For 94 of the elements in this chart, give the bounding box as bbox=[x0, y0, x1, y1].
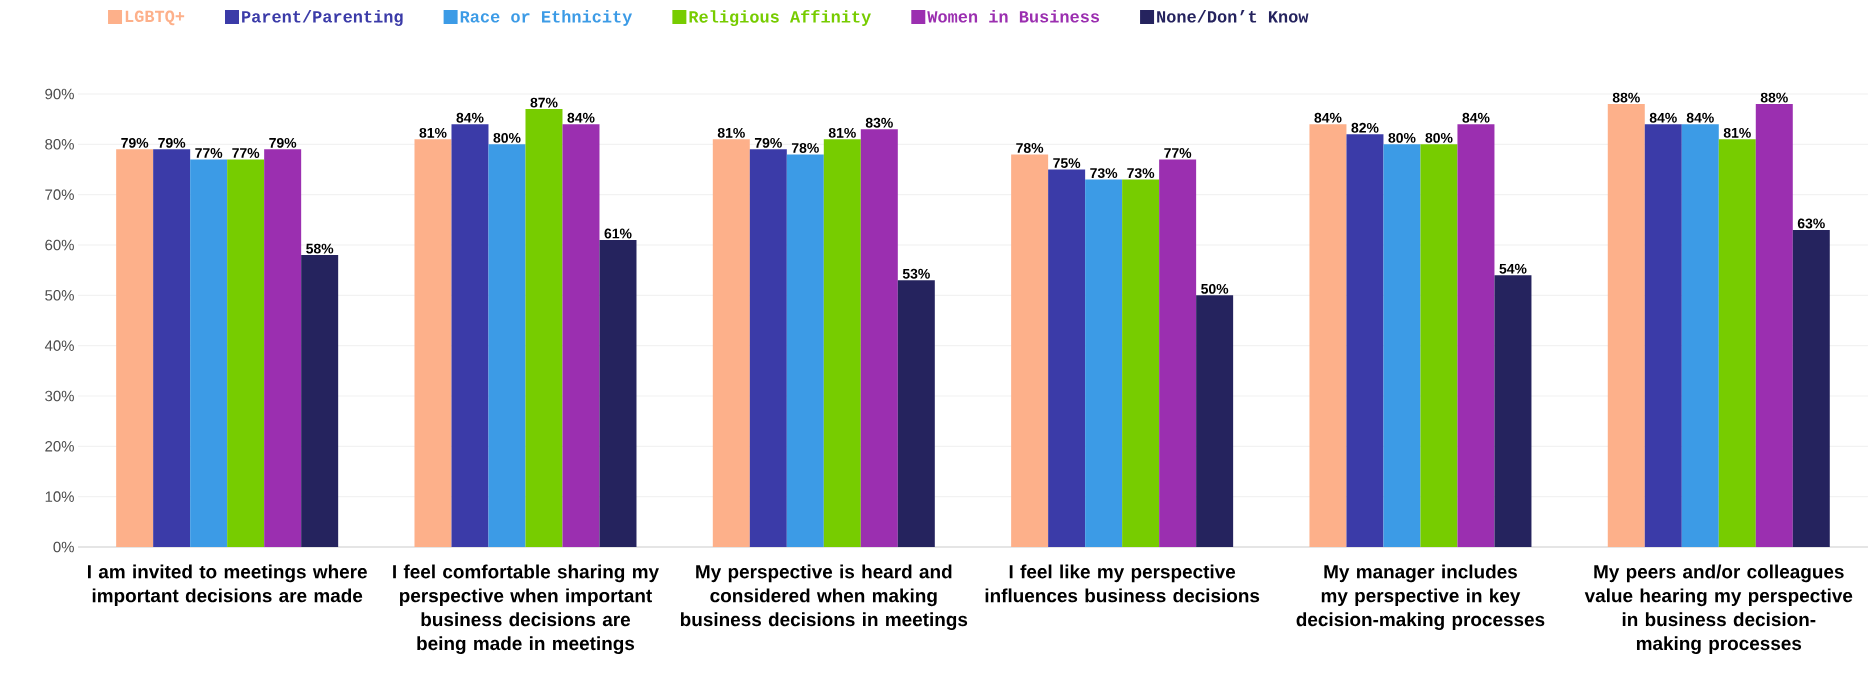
bar bbox=[786, 154, 824, 547]
data-label: 77% bbox=[195, 148, 223, 158]
data-label: 80% bbox=[493, 132, 521, 143]
x-tick-label: My manager includes my perspective in key decision-making processes bbox=[1296, 564, 1545, 631]
bar bbox=[301, 255, 339, 547]
bar bbox=[749, 149, 787, 547]
data-label: 84% bbox=[1649, 112, 1677, 123]
data-label: 81% bbox=[419, 127, 447, 138]
data-label: 61% bbox=[604, 228, 632, 239]
data-label: 84% bbox=[1314, 112, 1342, 123]
bar bbox=[562, 124, 600, 547]
bar bbox=[1420, 144, 1458, 547]
data-label: 81% bbox=[1723, 127, 1751, 138]
data-label: 50% bbox=[1201, 283, 1229, 294]
bar bbox=[1196, 295, 1234, 547]
legend-label: Race or Ethnicity bbox=[460, 10, 633, 26]
data-label: 77% bbox=[232, 148, 260, 158]
bar bbox=[1718, 139, 1756, 547]
data-label: 63% bbox=[1797, 218, 1825, 229]
bar bbox=[227, 159, 265, 547]
data-label: 84% bbox=[1462, 112, 1490, 123]
bar bbox=[823, 139, 861, 547]
bar bbox=[1048, 169, 1086, 547]
bar bbox=[1122, 179, 1160, 547]
data-label: 77% bbox=[1164, 148, 1192, 158]
bar bbox=[1383, 144, 1421, 547]
data-label: 84% bbox=[1686, 112, 1714, 123]
y-tick-label: 30% bbox=[45, 390, 74, 402]
x-tick-label: I feel comfortable sharing my perspective when important business decisions are being made in meetings bbox=[393, 564, 659, 654]
x-tick-label: I am invited to meetings where important decisions are made bbox=[88, 564, 367, 607]
bar bbox=[1011, 154, 1049, 547]
data-label: 81% bbox=[717, 127, 745, 138]
data-label: 78% bbox=[1016, 142, 1044, 153]
bar bbox=[1755, 104, 1793, 547]
data-label: 88% bbox=[1760, 92, 1788, 103]
data-label: 80% bbox=[1425, 132, 1453, 143]
bar bbox=[1085, 179, 1123, 547]
bar bbox=[1159, 159, 1197, 547]
bar bbox=[1457, 124, 1495, 547]
bar bbox=[451, 124, 489, 547]
x-tick-label: My perspective is heard and considered when making business decisions in meetings bbox=[680, 564, 968, 631]
data-label: 80% bbox=[1388, 132, 1416, 143]
data-label: 79% bbox=[269, 137, 297, 148]
data-label: 53% bbox=[902, 268, 930, 279]
data-label: 79% bbox=[121, 137, 149, 148]
bar bbox=[860, 129, 898, 547]
bar bbox=[116, 149, 154, 547]
data-label: 79% bbox=[754, 137, 782, 148]
bar bbox=[897, 280, 935, 547]
legend-label: Women in Business bbox=[927, 10, 1100, 23]
x-tick-label: My peers and/or colleagues value hearing my perspective in business decision-making processes bbox=[1584, 564, 1853, 654]
data-label: 88% bbox=[1612, 92, 1640, 103]
bar bbox=[525, 109, 563, 547]
bar bbox=[1346, 134, 1384, 547]
y-tick-label: 0% bbox=[53, 541, 74, 553]
data-label: 58% bbox=[306, 243, 334, 254]
data-label: 54% bbox=[1499, 263, 1527, 274]
legend-label: Religious Affinity bbox=[689, 9, 871, 27]
data-label: 81% bbox=[828, 127, 856, 138]
x-tick-label: I feel like my perspective influences business decisions bbox=[985, 564, 1260, 603]
bar bbox=[1644, 124, 1682, 547]
data-label: 84% bbox=[567, 112, 595, 123]
data-label: 75% bbox=[1053, 158, 1081, 168]
data-label: 73% bbox=[1127, 168, 1155, 179]
bar bbox=[1309, 124, 1347, 547]
bar bbox=[1792, 229, 1830, 547]
bar bbox=[264, 149, 302, 547]
y-tick-label: 50% bbox=[45, 290, 74, 301]
y-tick-label: 80% bbox=[45, 139, 74, 150]
legend-label: Parent/Parenting bbox=[242, 10, 403, 26]
y-tick-label: 10% bbox=[45, 491, 74, 502]
y-tick-label: 40% bbox=[44, 340, 74, 351]
bar bbox=[1607, 104, 1645, 547]
data-label: 83% bbox=[865, 117, 893, 128]
data-label: 79% bbox=[158, 137, 186, 148]
legend-label: None/Don’t Know bbox=[1157, 10, 1309, 23]
bar bbox=[712, 139, 750, 547]
data-label: 87% bbox=[530, 97, 558, 108]
bar bbox=[1681, 124, 1719, 547]
bar bbox=[488, 144, 526, 547]
y-tick-label: 60% bbox=[45, 239, 74, 251]
y-tick-label: 70% bbox=[45, 189, 74, 200]
bar bbox=[414, 139, 452, 547]
bar bbox=[599, 239, 637, 547]
y-tick-label: 20% bbox=[45, 441, 74, 452]
data-label: 73% bbox=[1090, 168, 1118, 179]
bar bbox=[1494, 275, 1532, 547]
data-label: 84% bbox=[456, 112, 484, 123]
data-label: 82% bbox=[1351, 122, 1379, 133]
bar bbox=[190, 159, 228, 547]
bar bbox=[153, 149, 191, 547]
data-label: 78% bbox=[791, 142, 819, 153]
y-tick-label: 90% bbox=[45, 88, 74, 100]
legend-label: LGBTQ+ bbox=[125, 10, 185, 26]
